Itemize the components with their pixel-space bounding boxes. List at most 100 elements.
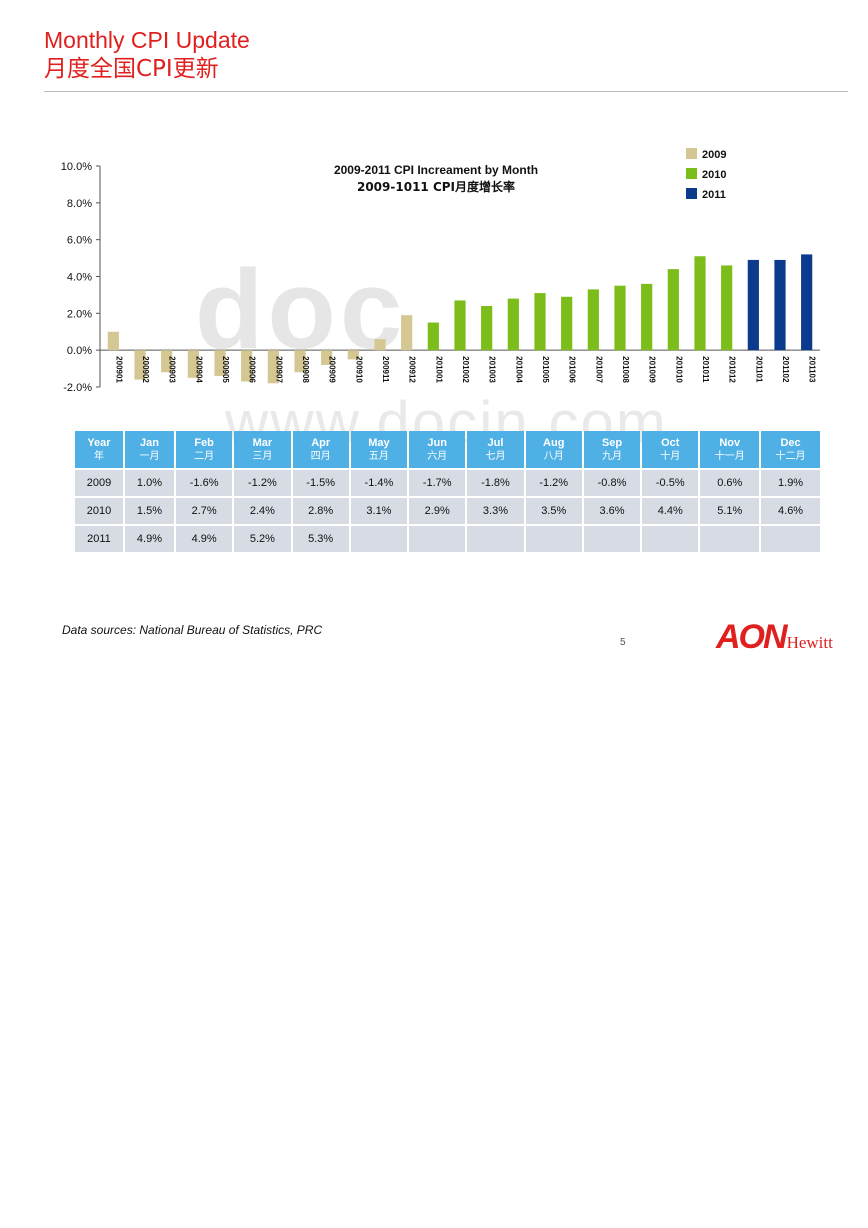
header-month: Sep 九月 — [583, 431, 641, 468]
logo-hewitt-text: Hewitt — [786, 633, 833, 652]
table-cell: 2.8% — [292, 498, 349, 524]
aon-hewitt-logo: AONHewitt — [716, 618, 833, 657]
header-month: Nov 十一月 — [700, 431, 760, 468]
table-cell: 5.1% — [700, 498, 760, 524]
table-cell: 2.4% — [234, 498, 291, 524]
header-cn-label: 六月 — [427, 450, 448, 462]
bar-201006 — [561, 296, 573, 351]
legend-label-2010: 2010 — [702, 169, 726, 181]
header-cn-label: 十一月 — [714, 450, 745, 462]
logo-aon-text: AON — [716, 618, 788, 656]
page-number: 5 — [620, 637, 626, 648]
x-tick-label: 200904 — [194, 356, 203, 383]
x-tick-label: 200910 — [354, 356, 363, 383]
x-tick-label: 201011 — [701, 356, 710, 383]
chart-title: 2009-2011 CPI Increament by Month — [334, 163, 538, 177]
header-en-label: Sep — [601, 436, 623, 449]
x-tick-label: 201102 — [781, 356, 790, 383]
header-cn-label: 七月 — [485, 450, 506, 462]
table-cell: -0.5% — [642, 470, 699, 496]
table-cell: 4.9% — [176, 526, 233, 552]
bar-200908 — [294, 350, 306, 373]
table-cell: 2.9% — [409, 498, 466, 524]
header-en-label: Feb — [194, 436, 214, 449]
y-tick-label: 4.0% — [67, 272, 92, 284]
header-en-label: Jul — [487, 436, 504, 449]
table-cell: 2.7% — [176, 498, 233, 524]
header-en-label: Jun — [427, 436, 447, 449]
table-cell: -1.6% — [176, 470, 233, 496]
x-tick-label: 200902 — [141, 356, 150, 383]
bar-200907 — [267, 350, 279, 384]
table-cell: -1.2% — [525, 470, 582, 496]
table-cell — [409, 526, 466, 552]
table-cell — [642, 526, 699, 552]
x-tick-label: 201001 — [434, 356, 443, 383]
x-tick-label: 200906 — [248, 356, 257, 383]
x-tick-label: 201007 — [594, 356, 603, 383]
x-tick-label: 201012 — [728, 356, 737, 383]
header-cn-label: 十月 — [660, 450, 681, 462]
header-cn-label: 八月 — [543, 450, 564, 462]
x-tick-label: 201004 — [514, 356, 523, 383]
x-tick-label: 201103 — [808, 356, 817, 383]
row-year-cell: 2009 — [75, 470, 123, 496]
legend-swatch-2009 — [686, 148, 697, 159]
x-tick-label: 201008 — [621, 356, 630, 383]
bar-201012 — [721, 265, 733, 351]
header-year: Year 年 — [75, 431, 123, 468]
x-tick-label: 200901 — [114, 356, 123, 383]
bar-201009 — [641, 283, 653, 351]
header-month: Feb 二月 — [176, 431, 233, 468]
table-cell: -1.4% — [350, 470, 408, 496]
header-month: Apr 四月 — [292, 431, 349, 468]
page-title-english: Monthly CPI Update — [44, 27, 250, 53]
bar-200904 — [187, 350, 199, 378]
bar-200906 — [241, 350, 253, 382]
row-year-cell: 2010 — [75, 498, 123, 524]
header-en-label: Mar — [252, 436, 273, 449]
bar-201103 — [801, 254, 813, 351]
bar-200901 — [107, 331, 119, 351]
bar-201102 — [774, 259, 786, 351]
header-en-label: Dec — [780, 436, 801, 449]
table-cell: 3.6% — [583, 498, 641, 524]
table-cell: 4.6% — [761, 498, 820, 524]
x-tick-label: 201005 — [541, 356, 550, 383]
chart-subtitle: 2009-1011 CPI月度增长率 — [357, 179, 515, 194]
x-tick-label: 200907 — [274, 356, 283, 383]
header-en-label: Nov — [719, 436, 741, 449]
header-cn-label: 年 — [93, 450, 104, 462]
header-en-label: Aug — [543, 436, 565, 449]
cpi-bar-chart: -2.0% 0.0% 2.0% 4.0% 6.0% 8.0% 10.0% 200901 2009… — [61, 148, 820, 394]
table-cell — [761, 526, 820, 552]
table-row: 2010 1.5% 2.7% 2.4% 2.8% 3.1% 2.9% 3.3% 3.5% 3.6%… — [75, 498, 820, 524]
table-cell: 1.0% — [124, 470, 174, 496]
header-en-label: Apr — [311, 436, 331, 449]
table-cell: 3.3% — [467, 498, 524, 524]
bar-201001 — [427, 322, 439, 351]
y-tick-label: -2.0% — [63, 382, 92, 394]
bar-200905 — [214, 350, 226, 376]
table-cell: 1.5% — [124, 498, 174, 524]
header-cn-label: 五月 — [368, 450, 389, 462]
table-header-row: Year 年 Jan 一月 Feb 二月 Mar 三月 Apr 四月 May 五月 Jun 六月 Jul 七月… — [75, 431, 820, 468]
table-body: 2009 1.0% -1.6% -1.2% -1.5% -1.4% -1.7% -1.8% -1… — [75, 470, 820, 552]
table-cell: -1.5% — [292, 470, 349, 496]
legend-label-2011: 2011 — [702, 189, 726, 201]
x-tick-label: 201101 — [754, 356, 763, 383]
header-cn-label: 十二月 — [775, 450, 806, 462]
y-tick-label: 0.0% — [67, 345, 92, 357]
table-cell: -0.8% — [583, 470, 641, 496]
x-tick-label: 201006 — [568, 356, 577, 383]
table-row: 2011 4.9% 4.9% 5.2% 5.3% — [75, 526, 820, 552]
x-tick-label: 200908 — [301, 356, 310, 383]
table-cell: 5.3% — [292, 526, 349, 552]
bar-201005 — [534, 293, 546, 351]
header-month: Jul 七月 — [467, 431, 524, 468]
x-tick-label: 200912 — [408, 356, 417, 383]
header-cn-label: 三月 — [252, 450, 273, 462]
table-cell: 4.9% — [124, 526, 174, 552]
table-cell: 1.9% — [761, 470, 820, 496]
header-month: May 五月 — [350, 431, 408, 468]
